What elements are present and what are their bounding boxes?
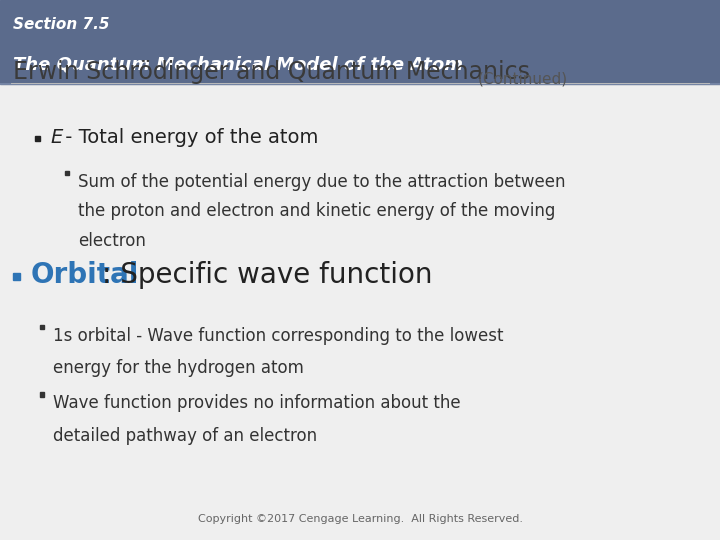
Text: (Continued): (Continued) — [477, 71, 567, 86]
Text: The Quantum Mechanical Model of the Atom: The Quantum Mechanical Model of the Atom — [13, 56, 463, 74]
Text: Copyright ©2017 Cengage Learning.  All Rights Reserved.: Copyright ©2017 Cengage Learning. All Ri… — [197, 514, 523, 524]
Text: Orbital: Orbital — [31, 261, 140, 289]
Bar — [40, 325, 44, 329]
Bar — [0, 0, 720, 84]
Text: energy for the hydrogen atom: energy for the hydrogen atom — [53, 359, 303, 377]
Text: Wave function provides no information about the: Wave function provides no information ab… — [53, 394, 460, 412]
Text: electron: electron — [78, 232, 145, 250]
Text: Section 7.5: Section 7.5 — [13, 17, 109, 32]
Text: E: E — [50, 128, 63, 147]
Text: 1s orbital - Wave function corresponding to the lowest: 1s orbital - Wave function corresponding… — [53, 327, 503, 345]
Text: detailed pathway of an electron: detailed pathway of an electron — [53, 427, 317, 444]
Bar — [40, 392, 44, 397]
Bar — [13, 273, 20, 280]
Text: Erwin Schrödinger and Quantum Mechanics: Erwin Schrödinger and Quantum Mechanics — [13, 60, 530, 84]
Bar — [65, 171, 69, 176]
Bar — [35, 136, 40, 141]
Text: the proton and electron and kinetic energy of the moving: the proton and electron and kinetic ener… — [78, 202, 555, 220]
Text: - Total energy of the atom: - Total energy of the atom — [59, 128, 318, 147]
Text: : Specific wave function: : Specific wave function — [102, 261, 432, 289]
Bar — [0, 84, 720, 540]
Text: Sum of the potential energy due to the attraction between: Sum of the potential energy due to the a… — [78, 173, 565, 191]
